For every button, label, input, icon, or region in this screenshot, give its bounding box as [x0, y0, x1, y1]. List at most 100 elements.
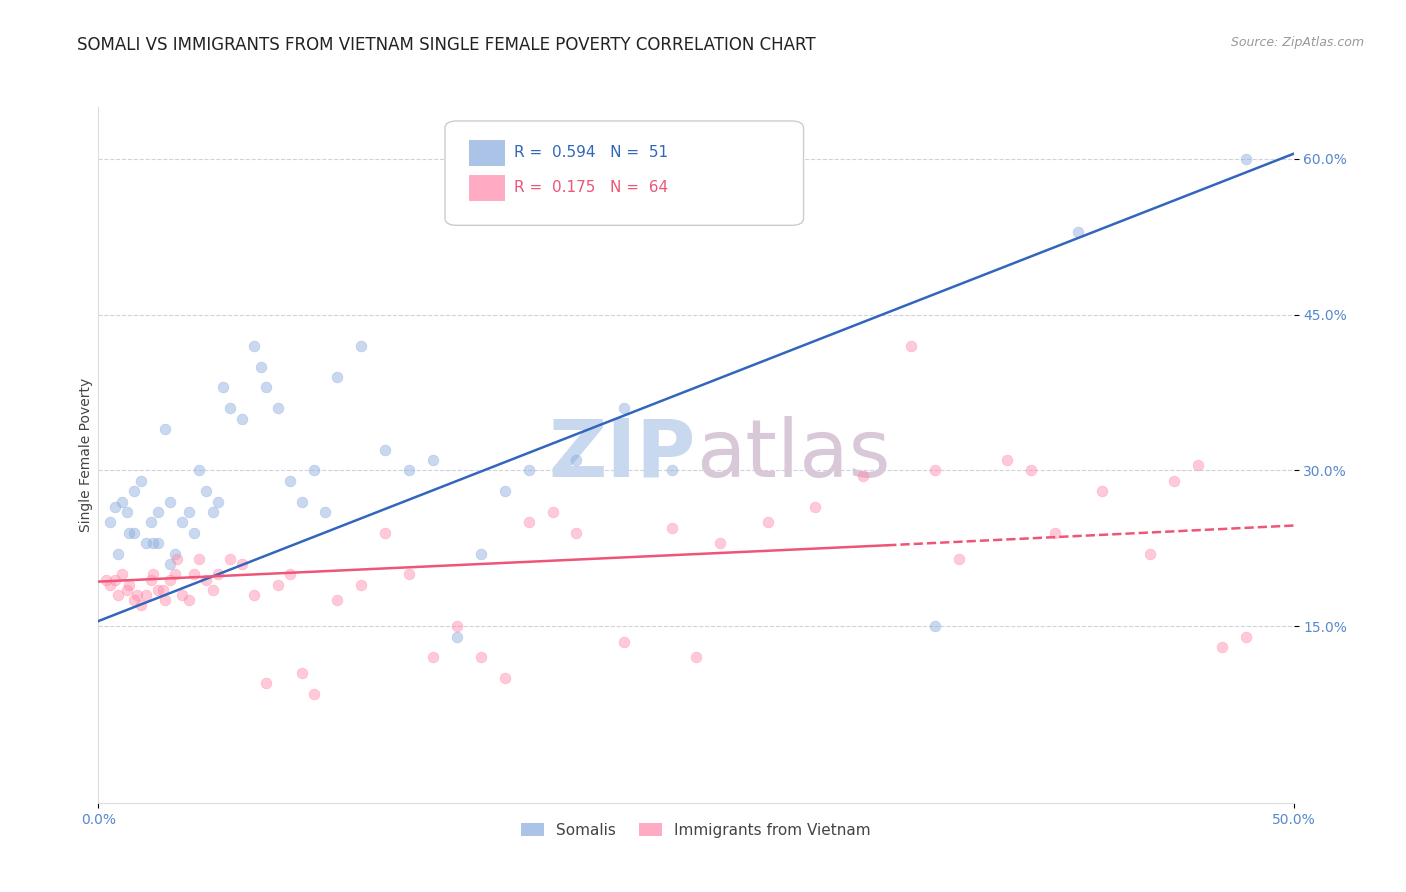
Point [172, 516, 194, 530]
Point [422, 453, 444, 467]
Point [111, 494, 134, 508]
Point [125, 588, 148, 602]
Point [139, 573, 162, 587]
Point [107, 547, 129, 561]
Point [948, 551, 970, 566]
Point [315, 505, 337, 519]
Point [187, 463, 209, 477]
Point [142, 567, 165, 582]
Point [1091, 484, 1114, 499]
Point [374, 525, 396, 540]
Point [924, 463, 946, 477]
Point [517, 463, 540, 477]
Text: ZIP: ZIP [548, 416, 696, 494]
Point [900, 339, 922, 353]
Point [124, 593, 146, 607]
Point [179, 505, 201, 519]
Point [142, 536, 165, 550]
Point [202, 582, 225, 597]
Point [254, 676, 277, 690]
Point [422, 650, 444, 665]
Point [1234, 630, 1257, 644]
Point [115, 582, 138, 597]
Point [1211, 640, 1233, 654]
Point [94, 573, 117, 587]
Point [1019, 463, 1042, 477]
FancyBboxPatch shape [446, 121, 804, 226]
Text: SOMALI VS IMMIGRANTS FROM VIETNAM SINGLE FEMALE POVERTY CORRELATION CHART: SOMALI VS IMMIGRANTS FROM VIETNAM SINGLE… [77, 36, 815, 54]
Point [243, 588, 266, 602]
Point [565, 525, 588, 540]
Point [124, 525, 146, 540]
Point [661, 520, 683, 534]
Point [613, 401, 636, 416]
Point [494, 484, 516, 499]
Point [470, 547, 492, 561]
Text: atlas: atlas [696, 416, 890, 494]
Point [207, 494, 229, 508]
Point [179, 593, 201, 607]
Point [148, 505, 170, 519]
Point [131, 474, 153, 488]
Point [1234, 152, 1257, 166]
Y-axis label: Single Female Poverty: Single Female Poverty [79, 378, 93, 532]
Point [202, 505, 225, 519]
Point [118, 578, 141, 592]
Point [278, 474, 301, 488]
Point [1067, 225, 1090, 239]
Point [254, 380, 277, 394]
Point [166, 551, 188, 566]
Point [159, 573, 181, 587]
Point [267, 578, 290, 592]
Point [107, 588, 129, 602]
Point [398, 463, 420, 477]
Point [398, 567, 420, 582]
Point [135, 588, 157, 602]
Point [163, 547, 186, 561]
Point [104, 500, 127, 514]
Point [152, 582, 174, 597]
Point [211, 380, 233, 394]
Point [243, 339, 266, 353]
Point [326, 370, 349, 384]
Point [131, 599, 153, 613]
Point [98, 578, 122, 592]
Point [541, 505, 564, 519]
Point [326, 593, 349, 607]
Point [350, 578, 373, 592]
Point [115, 505, 138, 519]
Point [111, 567, 134, 582]
Point [187, 551, 209, 566]
Point [1187, 458, 1209, 473]
Point [267, 401, 290, 416]
Text: R =  0.594   N =  51: R = 0.594 N = 51 [515, 145, 668, 160]
Point [804, 500, 827, 514]
Point [139, 516, 162, 530]
Point [124, 484, 146, 499]
Point [446, 630, 468, 644]
Point [446, 619, 468, 633]
Point [219, 401, 242, 416]
Point [159, 494, 181, 508]
Point [756, 516, 779, 530]
Point [494, 671, 516, 685]
Point [163, 567, 186, 582]
FancyBboxPatch shape [470, 175, 505, 201]
Point [195, 573, 218, 587]
Point [613, 635, 636, 649]
Point [183, 567, 205, 582]
Point [148, 582, 170, 597]
Point [183, 525, 205, 540]
Point [302, 687, 325, 701]
Point [155, 593, 177, 607]
Point [924, 619, 946, 633]
Point [852, 468, 875, 483]
Point [291, 494, 314, 508]
Point [278, 567, 301, 582]
Point [1163, 474, 1185, 488]
Point [207, 567, 229, 582]
Legend: Somalis, Immigrants from Vietnam: Somalis, Immigrants from Vietnam [515, 816, 877, 844]
Point [195, 484, 218, 499]
Point [219, 551, 242, 566]
FancyBboxPatch shape [470, 140, 505, 166]
